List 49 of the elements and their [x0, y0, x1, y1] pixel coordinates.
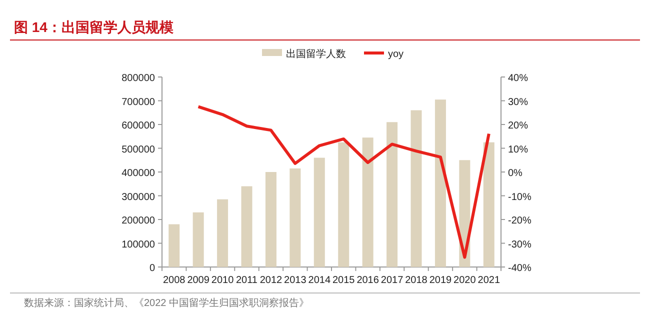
bar [265, 172, 276, 267]
x-tick-label: 2012 [260, 275, 283, 286]
bar [483, 142, 494, 267]
legend-label: 出国留学人数 [286, 48, 346, 60]
bar [314, 158, 325, 267]
y-tick-label: 700000 [122, 96, 156, 108]
x-tick-label: 2010 [211, 275, 234, 286]
y-tick-label: 500000 [122, 144, 156, 156]
y-tick-label: 800000 [122, 73, 156, 84]
x-tick-label: 2014 [308, 275, 331, 286]
y-tick-label: 300000 [122, 192, 156, 203]
legend-label: yoy [388, 49, 404, 60]
y2-tick-label: 40% [508, 73, 528, 84]
bar [192, 212, 204, 267]
y2-tick-label: 30% [508, 96, 528, 108]
y-tick-label: 600000 [122, 120, 156, 132]
y-tick-label: 400000 [122, 168, 156, 179]
y2-tick-label: 20% [508, 120, 528, 132]
x-tick-label: 2020 [454, 275, 476, 286]
bar [338, 142, 350, 267]
y2-tick-label: 0% [508, 168, 523, 179]
y2-tick-label: -30% [508, 239, 532, 250]
bar [168, 224, 180, 267]
x-tick-label: 2019 [429, 275, 452, 286]
bar [386, 122, 398, 267]
y-tick-label: 0 [149, 263, 156, 274]
bar [434, 100, 446, 267]
y2-tick-label: -20% [508, 216, 532, 226]
y-tick-label: 100000 [122, 239, 156, 250]
bar [410, 110, 422, 267]
x-tick-label: 2011 [236, 275, 258, 286]
y2-tick-label: 10% [508, 144, 528, 156]
x-tick-label: 2013 [284, 275, 307, 286]
bar [241, 186, 252, 267]
x-tick-label: 2015 [332, 275, 356, 286]
x-tick-label: 2008 [162, 275, 186, 286]
y-tick-label: 200000 [122, 216, 156, 226]
x-tick-label: 2021 [478, 275, 500, 286]
y2-tick-label: -40% [508, 263, 532, 274]
title: 图 14：出国留学人员规模 [14, 19, 174, 35]
annotation: 数据来源：国家统计局、《2022 中国留学生归国求职洞察报告》 [24, 298, 310, 309]
x-tick-label: 2018 [405, 275, 428, 286]
y2-tick-label: -10% [508, 192, 532, 203]
x-tick-label: 2016 [356, 275, 380, 286]
bar [217, 199, 228, 267]
x-tick-label: 2017 [380, 275, 404, 286]
bar [362, 138, 374, 267]
x-tick-label: 2009 [187, 275, 210, 286]
bar [290, 168, 301, 267]
